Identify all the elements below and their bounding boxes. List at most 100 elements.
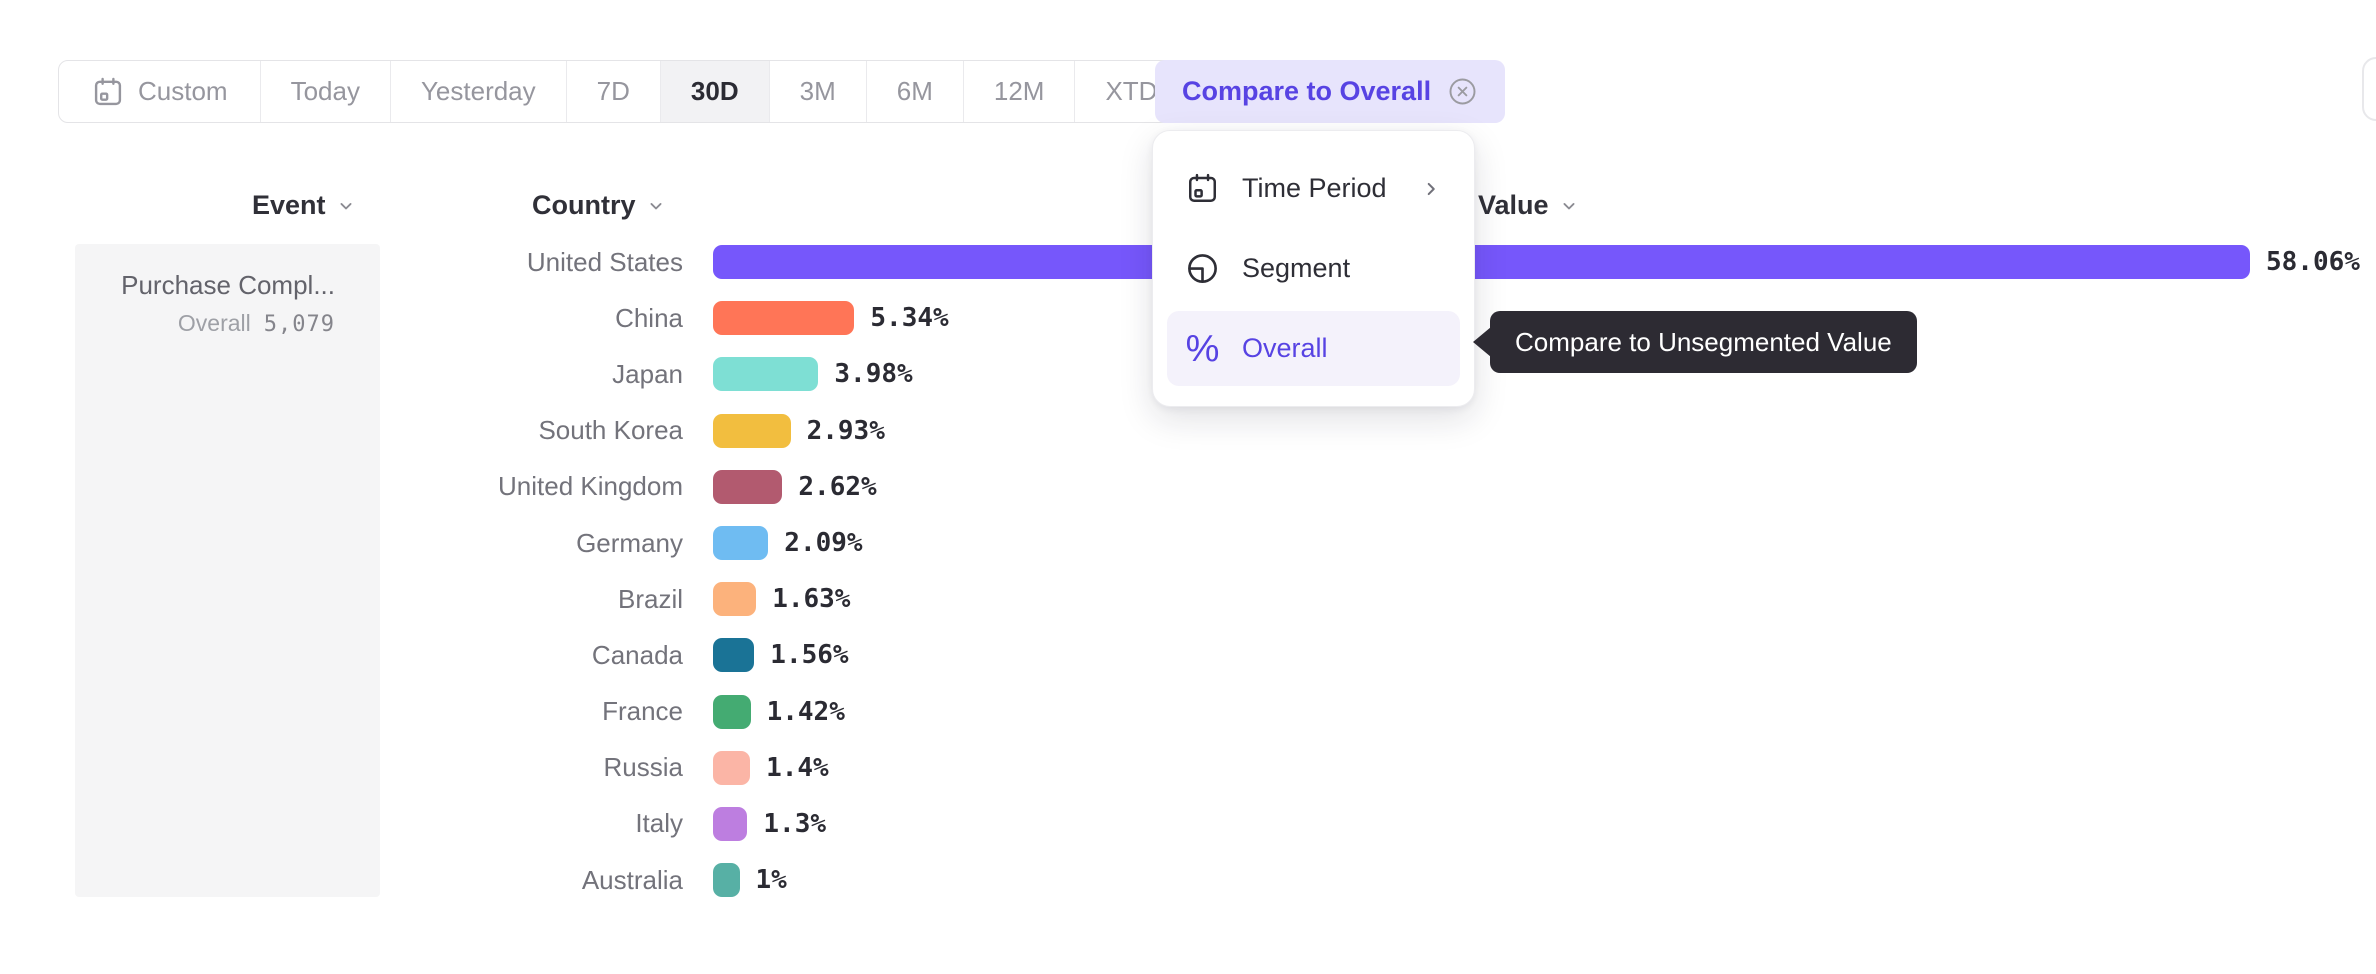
value-bar[interactable] bbox=[713, 863, 740, 898]
table-row: Brazil 1.63% bbox=[0, 571, 2376, 627]
chevron-down-icon bbox=[336, 196, 356, 216]
value-column-label: Value bbox=[1478, 190, 1549, 220]
value-bar[interactable] bbox=[713, 750, 751, 785]
value-label: 1.4% bbox=[766, 752, 829, 783]
country-label: France bbox=[602, 696, 683, 727]
country-label: United Kingdom bbox=[498, 471, 683, 502]
country-label: Italy bbox=[635, 808, 683, 839]
value-label: 1.63% bbox=[772, 584, 851, 615]
event-card-content: Purchase Compl... Overall 5,079 bbox=[121, 270, 335, 337]
value-label: 1.3% bbox=[763, 808, 827, 839]
menu-item-label: Overall bbox=[1242, 333, 1328, 363]
time-range-toolbar: Custom Today Yesterday 7D 30D 3M 6M 12M XTD bbox=[58, 60, 1224, 123]
time-button-label: 12M bbox=[993, 76, 1045, 106]
menu-item-label: Time Period bbox=[1242, 173, 1387, 203]
event-column-label: Event bbox=[252, 190, 326, 220]
value-bar[interactable] bbox=[713, 582, 757, 617]
tooltip-arrow bbox=[1473, 327, 1491, 357]
table-row: France 1.42% bbox=[0, 684, 2376, 740]
event-column-header[interactable]: Event bbox=[252, 190, 356, 221]
country-label: Australia bbox=[581, 864, 683, 895]
compare-to-overall-label: Compare to Overall bbox=[1182, 76, 1432, 106]
event-overall-row: Overall 5,079 bbox=[121, 310, 335, 337]
table-row: China 5.34% bbox=[0, 290, 2376, 346]
country-bar-chart: United States 58.06% China 5.34% Japan 3.98% S… bbox=[0, 234, 2376, 908]
event-name: Purchase Compl... bbox=[121, 270, 335, 300]
tooltip-text: Compare to Unsegmented Value bbox=[1515, 326, 1892, 357]
value-label: 2.09% bbox=[784, 528, 863, 559]
time-button-3m[interactable]: 3M bbox=[768, 61, 866, 122]
time-button-label: 3M bbox=[799, 76, 836, 106]
table-row: Australia 1% bbox=[0, 852, 2376, 908]
table-row: Russia 1.4% bbox=[0, 740, 2376, 796]
time-button-7d[interactable]: 7D bbox=[565, 61, 660, 122]
value-bar[interactable] bbox=[713, 806, 748, 841]
table-row: Japan 3.98% bbox=[0, 346, 2376, 402]
menu-item-label: Segment bbox=[1242, 253, 1351, 283]
overall-tooltip: Compare to Unsegmented Value bbox=[1473, 311, 1917, 373]
time-button-xtd[interactable]: XTD bbox=[1074, 61, 1222, 122]
value-bar[interactable] bbox=[713, 638, 755, 673]
compare-dropdown-menu: Time Period Segment% Overall bbox=[1152, 130, 1475, 407]
table-row: Germany 2.09% bbox=[0, 515, 2376, 571]
time-button-label: 6M bbox=[896, 76, 933, 106]
country-column-label: Country bbox=[532, 190, 636, 220]
country-label: Canada bbox=[591, 639, 683, 670]
country-column-header[interactable]: Country bbox=[532, 190, 666, 221]
value-label: 1% bbox=[755, 865, 787, 896]
calendar-icon bbox=[1185, 171, 1220, 206]
country-label: Germany bbox=[576, 527, 683, 558]
time-button-12m[interactable]: 12M bbox=[962, 61, 1075, 122]
value-column-header[interactable]: Value bbox=[1478, 190, 1579, 221]
value-label: 58.06% bbox=[2266, 247, 2360, 278]
value-bar[interactable] bbox=[713, 469, 783, 504]
table-row: South Korea 2.93% bbox=[0, 403, 2376, 459]
chevron-down-icon bbox=[646, 196, 666, 216]
overall-value: 5,079 bbox=[263, 312, 335, 337]
value-bar[interactable] bbox=[713, 301, 855, 336]
time-button-label: Today bbox=[290, 76, 360, 106]
calendar-icon bbox=[91, 75, 125, 109]
chevron-down-icon bbox=[1559, 196, 1579, 216]
time-button-30d[interactable]: 30D bbox=[659, 61, 769, 122]
table-row: United Kingdom 2.62% bbox=[0, 459, 2376, 515]
circled-x-icon[interactable] bbox=[1447, 76, 1478, 107]
value-bar[interactable] bbox=[713, 245, 2250, 280]
country-label: Japan bbox=[612, 358, 683, 389]
value-label: 1.42% bbox=[766, 696, 845, 727]
time-button-yesterday[interactable]: Yesterday bbox=[389, 61, 566, 122]
menu-item-overall[interactable]: % Overall bbox=[1167, 311, 1460, 386]
time-button-label: 7D bbox=[596, 76, 630, 106]
menu-item-segment[interactable]: Segment bbox=[1167, 231, 1460, 306]
value-bar[interactable] bbox=[713, 526, 769, 561]
compare-to-overall-button[interactable]: Compare to Overall bbox=[1155, 60, 1506, 123]
time-button-label: Yesterday bbox=[420, 76, 536, 106]
event-card[interactable]: Purchase Compl... Overall 5,079 bbox=[75, 244, 380, 897]
value-label: 1.56% bbox=[770, 640, 849, 671]
time-button-label: XTD bbox=[1105, 76, 1158, 106]
value-bar[interactable] bbox=[713, 413, 791, 448]
time-button-label: 30D bbox=[690, 76, 739, 106]
country-label: China bbox=[615, 302, 683, 333]
time-button-label: Custom bbox=[138, 76, 228, 106]
country-label: South Korea bbox=[538, 415, 683, 446]
table-row: United States 58.06% bbox=[0, 234, 2376, 290]
segment-icon bbox=[1185, 251, 1220, 286]
value-bar[interactable] bbox=[713, 694, 751, 729]
value-label: 2.93% bbox=[806, 415, 885, 446]
value-label: 3.98% bbox=[834, 359, 913, 390]
time-button-today[interactable]: Today bbox=[259, 61, 390, 122]
chevron-right-icon bbox=[1420, 178, 1442, 200]
table-row: Italy 1.3% bbox=[0, 796, 2376, 852]
country-label: United States bbox=[526, 246, 683, 277]
time-button-6m[interactable]: 6M bbox=[865, 61, 963, 122]
percent-icon: % bbox=[1185, 327, 1220, 370]
time-button-custom[interactable]: Custom bbox=[59, 61, 260, 122]
country-label: Brazil bbox=[617, 583, 683, 614]
country-label: Russia bbox=[603, 752, 683, 783]
value-bar[interactable] bbox=[713, 357, 819, 392]
value-label: 2.62% bbox=[798, 471, 877, 502]
menu-item-time-period[interactable]: Time Period bbox=[1167, 151, 1460, 226]
clipped-edge-button[interactable] bbox=[2362, 57, 2376, 121]
